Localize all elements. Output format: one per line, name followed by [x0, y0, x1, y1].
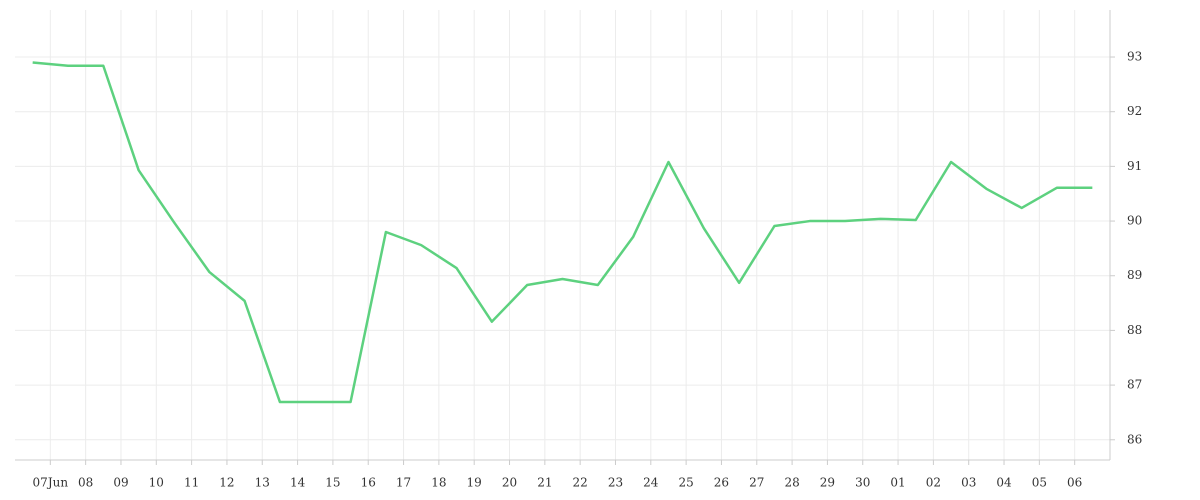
x-tick-label: 23: [608, 476, 623, 490]
x-tick-label: 30: [855, 476, 870, 490]
x-tick-label: 12: [219, 476, 234, 490]
x-tick-label: 21: [537, 476, 552, 490]
x-tick-label: 13: [255, 476, 270, 490]
x-tick-label: 15: [325, 476, 340, 490]
x-tick-label: 07Jun: [33, 476, 69, 490]
x-tick-label: 01: [890, 476, 905, 490]
x-tick-label: 17: [396, 476, 411, 490]
y-tick-label: 93: [1127, 50, 1142, 64]
x-tick-label: 05: [1032, 476, 1047, 490]
y-tick-label: 92: [1127, 104, 1142, 118]
y-tick-label: 89: [1127, 268, 1142, 282]
y-tick-label: 86: [1127, 432, 1142, 446]
x-tick-label: 08: [78, 476, 93, 490]
x-tick-label: 24: [643, 476, 659, 490]
x-tick-label: 09: [113, 476, 128, 490]
y-tick-label: 88: [1127, 323, 1142, 337]
y-tick-label: 91: [1127, 159, 1142, 173]
x-tick-label: 11: [184, 476, 199, 490]
x-tick-label: 10: [149, 476, 164, 490]
y-tick-label: 87: [1127, 378, 1142, 392]
x-tick-label: 26: [714, 476, 729, 490]
x-tick-label: 20: [502, 476, 517, 490]
x-tick-label: 27: [749, 476, 764, 490]
x-tick-label: 18: [431, 476, 446, 490]
x-tick-label: 22: [573, 476, 588, 490]
x-tick-label: 03: [961, 476, 976, 490]
x-tick-label: 14: [290, 476, 306, 490]
x-tick-label: 02: [926, 476, 941, 490]
x-tick-label: 19: [467, 476, 482, 490]
x-tick-label: 28: [784, 476, 799, 490]
x-tick-label: 04: [996, 476, 1012, 490]
x-tick-label: 16: [361, 476, 376, 490]
x-tick-label: 06: [1067, 476, 1082, 490]
x-tick-label: 25: [678, 476, 693, 490]
line: [32, 61, 1093, 404]
x-tick-label: 29: [820, 476, 835, 490]
y-tick-label: 90: [1127, 214, 1142, 228]
